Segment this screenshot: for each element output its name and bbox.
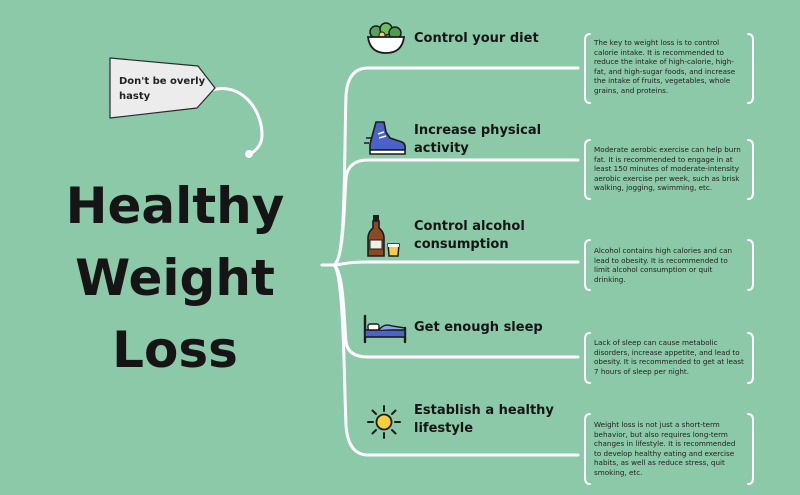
title-line-3: Loss <box>112 321 238 379</box>
bracket-sleep-left <box>584 332 591 384</box>
topic-title-sleep: Get enough sleep <box>414 320 543 335</box>
branch-line-sleep <box>332 263 580 359</box>
note-diet: The key to weight loss is to control cal… <box>594 38 736 95</box>
note-lifestyle: Weight loss is not just a short-term beh… <box>594 420 736 477</box>
branch-line-lifestyle <box>332 263 580 457</box>
bracket-alcohol-left <box>584 239 591 291</box>
topic-title-lifestyle: Establish a healthy lifestyle <box>414 403 554 436</box>
bracket-lifestyle-right <box>747 413 754 485</box>
note-activity: Moderate aerobic exercise can help burn … <box>594 145 741 193</box>
tag-pin <box>245 150 253 158</box>
bracket-activity-left <box>584 139 591 200</box>
note-alcohol: Alcohol contains high calories and can l… <box>594 246 733 284</box>
running-shoe-icon <box>364 121 406 155</box>
main-title: Healthy Weight Loss <box>60 170 290 386</box>
salad-bowl-icon <box>366 22 406 54</box>
note-sleep: Lack of sleep can cause metabolic disord… <box>594 338 744 376</box>
topic-title-alcohol: Control alcohol consumption <box>414 219 525 252</box>
bed-icon <box>363 314 407 344</box>
tag-shape <box>109 57 216 119</box>
tag-label: Don't be overly hasty <box>119 76 206 102</box>
beer-bottle-icon <box>367 215 400 257</box>
bracket-diet-left <box>584 33 591 104</box>
tag-string <box>210 87 264 157</box>
bracket-activity-right <box>747 139 754 200</box>
bracket-diet-right <box>747 33 754 104</box>
branch-line-activity <box>332 158 580 267</box>
title-line-1: Healthy <box>65 177 285 235</box>
bracket-lifestyle-left <box>584 413 591 485</box>
topic-title-diet: Control your diet <box>414 31 539 46</box>
branch-line-alcohol <box>332 260 580 267</box>
topic-title-activity: Increase physical activity <box>414 123 542 156</box>
bracket-alcohol-right <box>747 239 754 291</box>
sun-icon <box>367 405 401 439</box>
title-line-2: Weight <box>75 249 275 307</box>
bracket-sleep-right <box>747 332 754 384</box>
